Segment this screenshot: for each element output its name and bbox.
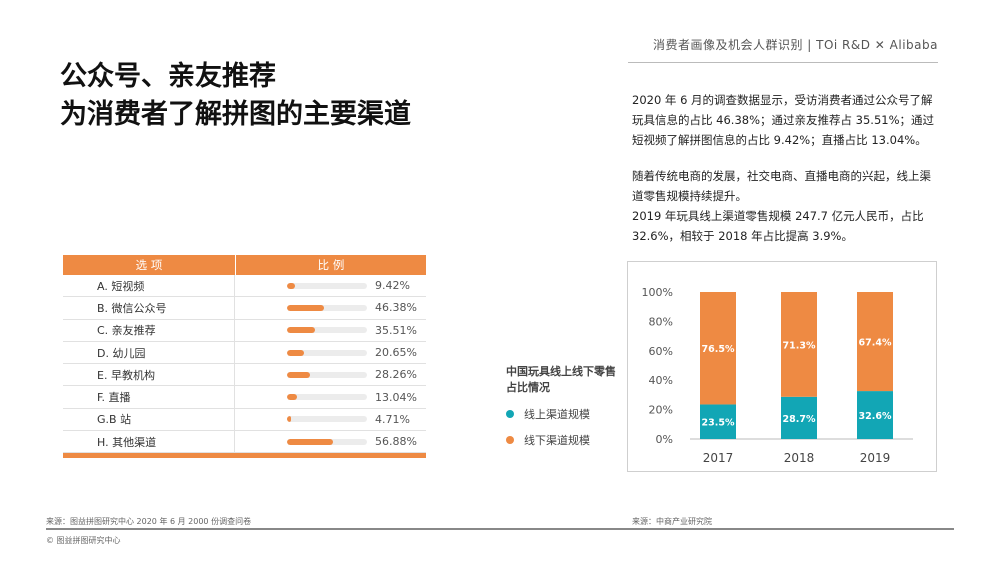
row-value-cell: 46.38% xyxy=(235,301,426,314)
row-percent: 4.71% xyxy=(375,412,410,426)
row-bar-fill xyxy=(287,438,333,445)
footer-divider xyxy=(46,528,954,530)
source-right: 来源：中商产业研究院 xyxy=(632,517,712,526)
row-label: H. 其他渠道 xyxy=(63,431,235,453)
y-tick-label: 80% xyxy=(649,315,673,328)
data-label-offline: 76.5% xyxy=(702,344,735,355)
row-bar-fill xyxy=(287,304,325,311)
source-left: 来源：图益拼图研究中心 2020 年 6 月 2000 份调查问卷 xyxy=(46,517,252,526)
data-label-offline: 71.3% xyxy=(783,340,816,351)
data-label-online: 32.6% xyxy=(859,411,892,422)
y-tick-label: 0% xyxy=(656,433,673,446)
row-label: E. 早教机构 xyxy=(63,364,235,386)
row-percent: 35.51% xyxy=(375,323,417,337)
row-value-cell: 35.51% xyxy=(235,324,426,337)
description: 2020 年 6 月的调查数据显示，受访消费者通过公众号了解玩具信息的占比 46… xyxy=(632,90,942,246)
row-bar-fill xyxy=(287,416,291,423)
row-percent: 46.38% xyxy=(375,301,417,315)
data-label-online: 28.7% xyxy=(783,414,816,425)
x-tick-label: 2017 xyxy=(703,451,734,465)
title-line-1: 公众号、亲友推荐 xyxy=(60,61,276,92)
table-row: H. 其他渠道 56.88% xyxy=(63,431,426,454)
row-label: D. 幼儿园 xyxy=(63,341,235,364)
legend-label-offline: 线下渠道规模 xyxy=(524,434,590,447)
table-row: B. 微信公众号 46.38% xyxy=(63,297,426,320)
row-bar-fill xyxy=(287,349,304,356)
row-value-cell: 20.65% xyxy=(235,346,426,359)
row-label: C. 亲友推荐 xyxy=(63,319,235,341)
bar-online xyxy=(857,391,893,439)
description-paragraph-1: 2020 年 6 月的调查数据显示，受访消费者通过公众号了解玩具信息的占比 46… xyxy=(632,93,935,147)
row-bar-fill xyxy=(287,394,298,401)
row-bar-fill xyxy=(287,371,310,378)
row-bar-track xyxy=(287,394,367,401)
table-row: A. 短视频 9.42% xyxy=(63,275,426,298)
legend-dot-offline xyxy=(506,436,514,444)
table-row: D. 幼儿园 20.65% xyxy=(63,341,426,365)
description-paragraph-3: 2019 年玩具线上渠道零售规模 247.7 亿元人民币，占比 32.6%，相较… xyxy=(632,209,924,243)
y-tick-label: 20% xyxy=(649,404,673,417)
row-label: A. 短视频 xyxy=(63,275,235,297)
row-bar-track xyxy=(287,416,367,423)
x-tick-label: 2019 xyxy=(860,451,891,465)
table-row: F. 直播 13.04% xyxy=(63,386,426,409)
row-bar-track xyxy=(287,327,367,334)
row-value-cell: 4.71% xyxy=(235,413,426,426)
data-label-online: 23.5% xyxy=(702,418,735,429)
row-bar-track xyxy=(287,438,367,445)
x-tick-label: 2018 xyxy=(784,451,815,465)
bar-offline xyxy=(700,292,736,405)
stacked-bar-chart: 0% 20% 40% 60% 80% 100% 23.5% 76.5% 2017 28.7% 71.… xyxy=(627,261,937,472)
table-footer-bar xyxy=(63,453,426,459)
chart-legend: 中国玩具线上线下零售占比情况 线上渠道规模 线下渠道规模 xyxy=(506,364,616,448)
table-header-ratio: 比 例 xyxy=(317,258,345,272)
header-bar: 消费者画像及机会人群识别 | TOi R&D ✕ Alibaba xyxy=(628,36,938,63)
row-percent: 28.26% xyxy=(375,368,417,382)
title-line-2: 为消费者了解拼图的主要渠道 xyxy=(60,99,411,130)
row-bar-fill xyxy=(287,327,316,334)
y-tick-label: 100% xyxy=(642,286,673,299)
legend-item-offline: 线下渠道规模 xyxy=(506,432,616,448)
row-bar-track xyxy=(287,282,367,289)
y-tick-label: 60% xyxy=(649,345,673,358)
row-value-cell: 13.04% xyxy=(235,391,426,404)
channel-table: 选 项 比 例 A. 短视频 9.42% B. 微信公众号 46.38% C. 亲友推荐… xyxy=(63,255,426,459)
row-bar-track xyxy=(287,304,367,311)
header-divider xyxy=(628,62,938,63)
legend-item-online: 线上渠道规模 xyxy=(506,406,616,422)
row-percent: 56.88% xyxy=(375,435,417,449)
legend-label-online: 线上渠道规模 xyxy=(524,408,590,421)
table-header-option: 选 项 xyxy=(63,255,236,275)
table-row: E. 早教机构 28.26% xyxy=(63,364,426,387)
row-percent: 9.42% xyxy=(375,279,410,293)
y-tick-label: 40% xyxy=(649,374,673,387)
row-bar-fill xyxy=(287,282,295,289)
row-label: B. 微信公众号 xyxy=(63,297,235,319)
table-row: C. 亲友推荐 35.51% xyxy=(63,319,426,342)
row-percent: 20.65% xyxy=(375,346,417,360)
legend-title: 中国玩具线上线下零售占比情况 xyxy=(506,365,616,394)
chart-svg: 0% 20% 40% 60% 80% 100% 23.5% 76.5% 2017 28.7% 71.… xyxy=(642,286,913,465)
row-value-cell: 56.88% xyxy=(235,435,426,448)
bar-online xyxy=(700,404,736,439)
row-bar-track xyxy=(287,349,367,356)
description-paragraph-2: 随着传统电商的发展，社交电商、直播电商的兴起，线上渠道零售规模持续提升。 xyxy=(632,169,931,203)
bar-offline xyxy=(857,292,893,392)
bar-offline xyxy=(781,292,817,397)
table-header: 选 项 比 例 xyxy=(63,255,426,275)
copyright: © 图益拼图研究中心 xyxy=(46,536,121,545)
legend-dot-online xyxy=(506,410,514,418)
data-label-offline: 67.4% xyxy=(859,338,892,349)
table-body: A. 短视频 9.42% B. 微信公众号 46.38% C. 亲友推荐 35.51% D.… xyxy=(63,275,426,454)
header-text: 消费者画像及机会人群识别 | TOi R&D ✕ Alibaba xyxy=(652,38,938,52)
bar-online xyxy=(781,396,817,439)
row-percent: 13.04% xyxy=(375,390,417,404)
row-label: F. 直播 xyxy=(63,386,235,408)
table-row: G.B 站 4.71% xyxy=(63,408,426,432)
row-value-cell: 9.42% xyxy=(235,279,426,292)
page-title: 公众号、亲友推荐 为消费者了解拼图的主要渠道 xyxy=(60,58,411,134)
row-label: G.B 站 xyxy=(63,408,235,431)
row-value-cell: 28.26% xyxy=(235,368,426,381)
row-bar-track xyxy=(287,371,367,378)
